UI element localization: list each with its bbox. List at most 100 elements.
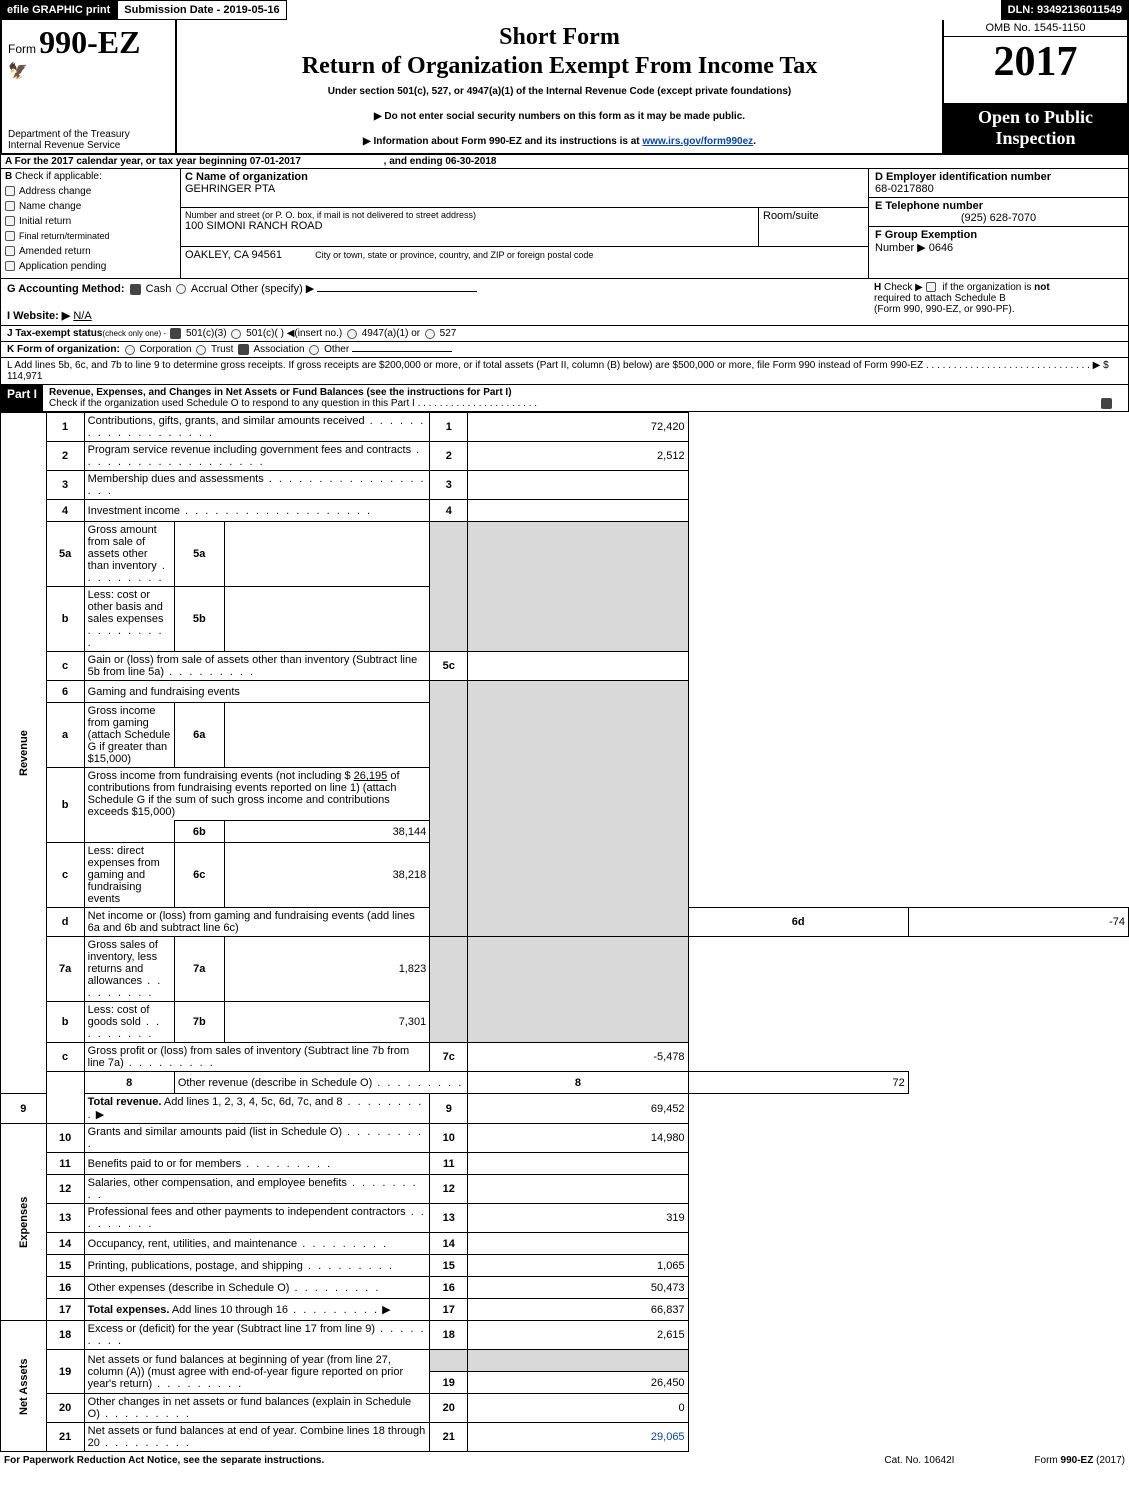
radio-4947[interactable]: [347, 329, 357, 339]
g-other-input[interactable]: [317, 291, 477, 292]
ln-4-cell: 4: [430, 500, 468, 522]
line-7a-value: 1,823: [224, 937, 430, 1002]
line-9-value: 69,452: [468, 1094, 688, 1124]
b-item-5: Application pending: [19, 261, 106, 272]
net-assets-section-label: Net Assets: [1, 1321, 47, 1452]
radio-501c3[interactable]: [170, 328, 181, 339]
ln-7c-cell: 7c: [430, 1043, 468, 1072]
ln-7b: b: [46, 1002, 84, 1043]
checkbox-application-pending[interactable]: [5, 261, 15, 271]
d-label: D Employer identification number: [875, 171, 1051, 183]
submission-date-box: Submission Date - 2019-05-16: [117, 0, 286, 20]
ln-10: 10: [46, 1124, 84, 1153]
radio-other-org[interactable]: [309, 345, 319, 355]
ln-1: 1: [46, 413, 84, 442]
b-label: B: [5, 171, 12, 182]
h-not: not: [1034, 282, 1050, 293]
radio-501c[interactable]: [231, 329, 241, 339]
radio-cash[interactable]: [130, 284, 141, 295]
checkbox-schedule-b[interactable]: [926, 282, 936, 292]
line-5c-value: [468, 652, 688, 681]
part-1-title: Revenue, Expenses, and Changes in Net As…: [49, 387, 512, 398]
ln-16: 16: [46, 1277, 84, 1299]
ln-21-cell: 21: [430, 1423, 468, 1452]
line-17-value: 66,837: [468, 1299, 688, 1321]
line-5b-desc: Less: cost or other basis and sales expe…: [88, 589, 164, 649]
form-title: Return of Organization Exempt From Incom…: [187, 53, 932, 80]
line-a-row: A For the 2017 calendar year, or tax yea…: [0, 155, 1129, 169]
ln-21: 21: [46, 1423, 84, 1452]
room-suite-label: Room/suite: [763, 210, 864, 222]
line-17-desc2: Add lines 10 through 16: [169, 1304, 288, 1316]
form-number: 990-EZ: [39, 24, 140, 60]
org-address: 100 SIMONI RANCH ROAD: [185, 220, 754, 232]
line-15-value: 1,065: [468, 1255, 688, 1277]
org-name: GEHRINGER PTA: [185, 183, 864, 195]
sub-6b: 6b: [174, 821, 224, 843]
form990ez-link[interactable]: www.irs.gov/form990ez: [642, 136, 753, 147]
checkbox-schedule-o[interactable]: [1101, 398, 1112, 409]
checkbox-address-change[interactable]: [5, 186, 15, 196]
radio-accrual[interactable]: [176, 284, 186, 294]
line-8-value: 72: [688, 1072, 908, 1094]
ln-16-cell: 16: [430, 1277, 468, 1299]
short-form-title: Short Form: [187, 24, 932, 51]
revenue-section-label: Revenue: [1, 413, 47, 1094]
foot-form-pre: Form: [1034, 1455, 1060, 1466]
radio-association[interactable]: [238, 344, 249, 355]
ln-6b: b: [46, 768, 84, 843]
k-b: Trust: [211, 344, 233, 355]
ln-6c: c: [46, 843, 84, 908]
line-2-desc: Program service revenue including govern…: [88, 444, 422, 468]
line-5a-desc: Gross amount from sale of assets other t…: [88, 524, 167, 584]
radio-corporation[interactable]: [125, 345, 135, 355]
g-label: G Accounting Method:: [7, 283, 125, 295]
website-value: N/A: [73, 310, 91, 322]
line-21-value[interactable]: 29,065: [468, 1423, 688, 1452]
line-14-desc: Occupancy, rent, utilities, and maintena…: [88, 1238, 389, 1250]
line-a-mid: , and ending: [384, 156, 446, 167]
line-7b-value: 7,301: [224, 1002, 430, 1043]
line-5c-desc: Gain or (loss) from sale of assets other…: [88, 654, 418, 678]
radio-527[interactable]: [425, 329, 435, 339]
open-to-public-2: Inspection: [946, 128, 1125, 149]
checkbox-final-return[interactable]: [5, 231, 15, 241]
c-name-label: C Name of organization: [185, 171, 308, 183]
line-16-value: 50,473: [468, 1277, 688, 1299]
line-21-desc: Net assets or fund balances at end of ye…: [88, 1425, 426, 1449]
under-section-text: Under section 501(c), 527, or 4947(a)(1)…: [187, 86, 932, 97]
line-19-desc: Net assets or fund balances at beginning…: [88, 1354, 403, 1390]
line-k-row: K Form of organization: Corporation Trus…: [0, 342, 1129, 358]
checkbox-initial-return[interactable]: [5, 216, 15, 226]
radio-trust[interactable]: [196, 345, 206, 355]
line-12-value: [468, 1175, 688, 1204]
ln-7a: 7a: [46, 937, 84, 1002]
g-accrual: Accrual: [191, 283, 228, 295]
line-a-pre: A For the 2017 calendar year, or tax yea…: [5, 156, 250, 167]
line-9-desc2: Add lines 1, 2, 3, 4, 5c, 6d, 7c, and 8: [161, 1096, 342, 1108]
ln-8-cell: 8: [468, 1072, 688, 1094]
line-20-desc: Other changes in net assets or fund bala…: [88, 1396, 411, 1420]
line-4-value: [468, 500, 688, 522]
line-13-value: 319: [468, 1204, 688, 1233]
ln-17: 17: [46, 1299, 84, 1321]
k-c: Association: [253, 344, 304, 355]
line-2-value: 2,512: [468, 442, 688, 471]
ln-20-cell: 20: [430, 1394, 468, 1423]
line-6b-value: 38,144: [224, 821, 430, 843]
k-other-input[interactable]: [352, 351, 452, 352]
dln-box: DLN: 93492136011549: [1001, 0, 1129, 20]
g-cash: Cash: [146, 283, 172, 295]
efile-print-button[interactable]: efile GRAPHIC print: [0, 0, 117, 20]
ln-12-cell: 12: [430, 1175, 468, 1204]
ln-17-cell: 17: [430, 1299, 468, 1321]
ln-18: 18: [46, 1321, 84, 1350]
line-11-desc: Benefits paid to or for members: [88, 1158, 332, 1170]
b-item-4: Amended return: [19, 246, 91, 257]
j-sub: (check only one) -: [102, 329, 168, 338]
ln-15: 15: [46, 1255, 84, 1277]
checkbox-amended-return[interactable]: [5, 246, 15, 256]
part-1-check: Check if the organization used Schedule …: [49, 398, 537, 409]
line-10-desc: Grants and similar amounts paid (list in…: [88, 1126, 423, 1150]
checkbox-name-change[interactable]: [5, 201, 15, 211]
